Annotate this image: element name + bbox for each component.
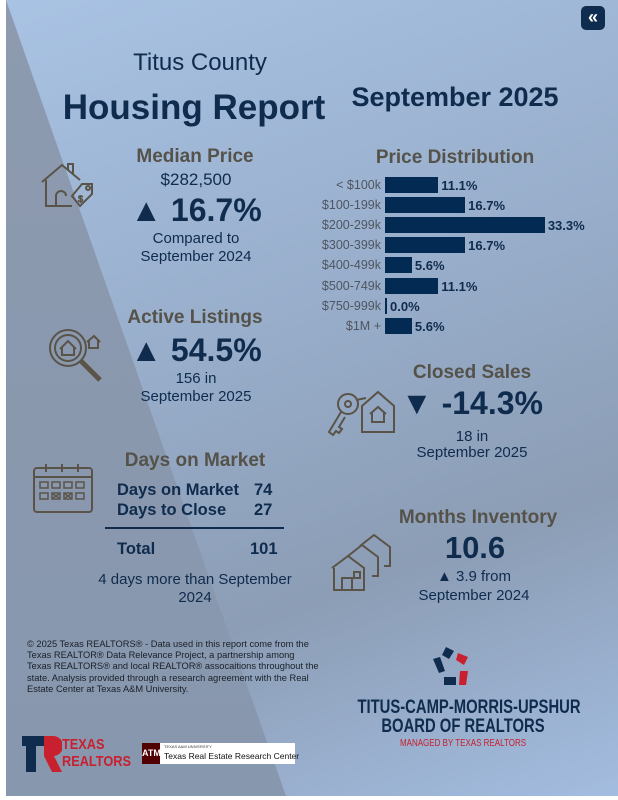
total-label: Total — [117, 540, 156, 558]
total-value: 101 — [250, 540, 278, 558]
report-period: September 2025 — [351, 82, 559, 112]
days-on-market-label: Days on Market — [117, 481, 239, 499]
key-house-icon — [327, 390, 395, 437]
price-bar — [385, 197, 466, 214]
median-price-value: $282,500 — [160, 170, 232, 189]
active-listings-period: September 2025 — [140, 388, 252, 405]
tamu-center-name: Texas Real Estate Research Center — [164, 751, 300, 761]
days-on-market-heading: Days on Market — [124, 450, 266, 471]
price-bar-value: 11.1% — [441, 178, 478, 193]
disclaimer-line: Estate Center at Texas A&M University. — [27, 683, 189, 694]
texas-realtors-logo: TEXAS REALTORS — [22, 735, 142, 772]
price-bar — [385, 237, 466, 254]
price-bar-value: 5.6% — [414, 258, 445, 274]
days-on-market-value: 74 — [254, 481, 273, 499]
closed-sales-heading: Closed Sales — [412, 362, 532, 383]
months-inventory-value: 10.6 — [444, 530, 506, 565]
divider — [105, 527, 284, 529]
board-name-line1: TITUS-CAMP-MORRIS-UPSHUR — [357, 697, 581, 718]
price-range-label: < $100k — [336, 178, 381, 192]
price-bar-value: 16.7% — [468, 198, 506, 214]
price-bar — [385, 277, 439, 294]
median-price-note-period: September 2024 — [140, 248, 252, 265]
price-range-label: $400-499k — [321, 258, 381, 273]
price-bar-value: 11.1% — [441, 278, 478, 294]
price-range-label: $750-999k — [321, 298, 381, 313]
active-listings-change: ▲ 54.5% — [130, 332, 262, 368]
price-bar-value: 33.3% — [547, 218, 585, 234]
disclaimer-line: state. Analysis provided through a resea… — [27, 672, 309, 683]
days-to-close-label: Days to Close — [117, 501, 227, 519]
tamu-logo: ATM TEXAS A&M UNIVERSITY Texas Real Esta… — [142, 743, 299, 764]
median-price-heading: Median Price — [136, 146, 254, 167]
county-name: Titus County — [133, 49, 267, 76]
disclaimer-line: © 2025 Texas REALTORS® - Data used in th… — [27, 639, 309, 649]
svg-text:$: $ — [78, 194, 83, 204]
double-chevron-left-icon: « — [587, 7, 598, 27]
board-star-logo-icon — [433, 647, 468, 685]
board-name-line2: BOARD OF REALTORS — [381, 716, 545, 737]
disclaimer: © 2025 Texas REALTORS® - Data used in th… — [27, 639, 319, 695]
active-listings-count: 156 in — [175, 370, 217, 387]
days-to-close-value: 27 — [254, 501, 273, 519]
page-title: Housing Report — [62, 88, 326, 127]
price-bar — [385, 317, 412, 334]
texas-realtors-star-icon — [22, 735, 64, 772]
disclaimer-line: Texas REALTORS® and local REALTOR® assoc… — [27, 661, 319, 672]
tamu-mark-icon: ATM — [142, 743, 161, 764]
months-inventory-heading: Months Inventory — [398, 507, 558, 528]
closed-sales-period: September 2025 — [416, 444, 528, 461]
logo-text: REALTORS — [62, 753, 131, 770]
price-range-label: $200-299k — [321, 218, 381, 233]
price-bar — [385, 217, 545, 234]
collapse-button[interactable]: « — [581, 6, 605, 30]
tamu-university-label: TEXAS A&M UNIVERSITY — [164, 744, 212, 749]
months-inventory-period: September 2024 — [418, 587, 530, 604]
price-range-label: $1M + — [345, 318, 381, 333]
closed-sales-count: 18 in — [455, 428, 489, 445]
house-search-icon — [49, 329, 102, 382]
houses-icon — [331, 533, 391, 591]
calendar-icon — [33, 464, 93, 513]
active-listings-heading: Active Listings — [127, 307, 263, 328]
price-bar-value: 5.6% — [414, 318, 445, 334]
house-price-tag-icon: $ — [41, 163, 93, 208]
closed-sales-change: ▼ -14.3% — [401, 385, 543, 421]
price-range-label: $300-399k — [321, 238, 381, 253]
median-price-change: ▲ 16.7% — [130, 192, 262, 228]
days-comparison-year: 2024 — [178, 589, 212, 606]
price-bar — [385, 297, 387, 314]
board-managed-by: MANAGED BY TEXAS REALTORS — [399, 738, 527, 749]
months-inventory-change: ▲ 3.9 from — [436, 568, 512, 585]
days-comparison-note: 4 days more than September — [98, 571, 292, 588]
housing-report-page: « Titus County Housing Report September … — [6, 0, 618, 796]
price-bar — [385, 257, 412, 274]
price-bar — [385, 177, 439, 193]
price-range-label: $500-749k — [321, 278, 381, 293]
disclaimer-line: Texas REALTOR® Data Relevance Project, a… — [27, 650, 295, 661]
price-bar-value: 0.0% — [390, 298, 420, 314]
median-price-note: Compared to — [152, 230, 240, 247]
price-bar-value: 16.7% — [468, 238, 506, 254]
price-range-label: $100-199k — [321, 198, 381, 213]
logo-text: TEXAS — [62, 736, 105, 753]
price-distribution-heading: Price Distribution — [375, 147, 535, 168]
